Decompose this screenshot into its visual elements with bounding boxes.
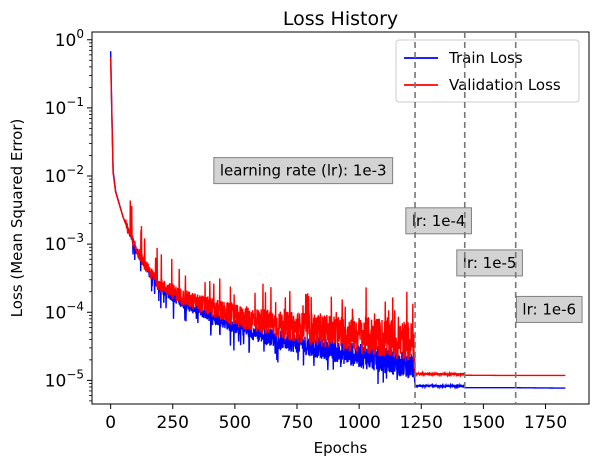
series-line-1 [109, 57, 566, 378]
annotation-box-0: learning rate (lr): 1e-3 [213, 157, 394, 185]
legend-label-1: Validation Loss [449, 76, 561, 94]
annotation-box-3: lr: 1e-6 [515, 295, 583, 323]
x-tick-label: 1500 [462, 413, 505, 433]
plot-area-frame [91, 31, 590, 405]
x-tick-label: 1750 [524, 413, 567, 433]
legend-box [395, 39, 580, 103]
y-axis-ticks: 10−5 10−4 10−3 10−2 10−1 100 [45, 27, 92, 402]
x-tick-label: 1000 [338, 413, 381, 433]
y-axis-label: Loss (Mean Squared Error) [8, 119, 26, 318]
annotation-text: lr: 1e-4 [412, 212, 466, 230]
annotation-text: lr: 1e-5 [463, 254, 517, 272]
x-tick-label: 250 [157, 413, 189, 433]
annotation-text: learning rate (lr): 1e-3 [220, 162, 387, 180]
annotation-box-1: lr: 1e-4 [405, 207, 472, 235]
annotation-box-2: lr: 1e-5 [456, 249, 523, 277]
y-tick-label: 10−3 [45, 231, 84, 255]
x-axis-ticks: 0 250 500 750 1000 1250 1500 1750 [105, 404, 567, 433]
y-tick-label: 100 [55, 27, 84, 51]
x-tick-label: 750 [281, 413, 313, 433]
y-tick-label: 10−4 [45, 299, 84, 323]
y-tick-label: 10−2 [45, 163, 84, 187]
x-tick-label: 500 [219, 413, 251, 433]
annotation-text: lr: 1e-6 [522, 300, 576, 318]
series-line-0 [109, 51, 566, 390]
y-tick-label: 10−5 [45, 367, 84, 391]
x-tick-label: 1250 [400, 413, 443, 433]
annotations: learning rate (lr): 1e-3 lr: 1e-4 lr: 1e-5… [213, 157, 583, 323]
x-axis-label: Epochs [314, 439, 368, 457]
y-tick-label: 10−1 [45, 95, 84, 119]
legend: Train Loss Validation Loss [395, 39, 580, 103]
chart-title: Loss History [283, 8, 398, 30]
legend-label-0: Train Loss [448, 49, 523, 67]
x-tick-label: 0 [105, 413, 116, 433]
